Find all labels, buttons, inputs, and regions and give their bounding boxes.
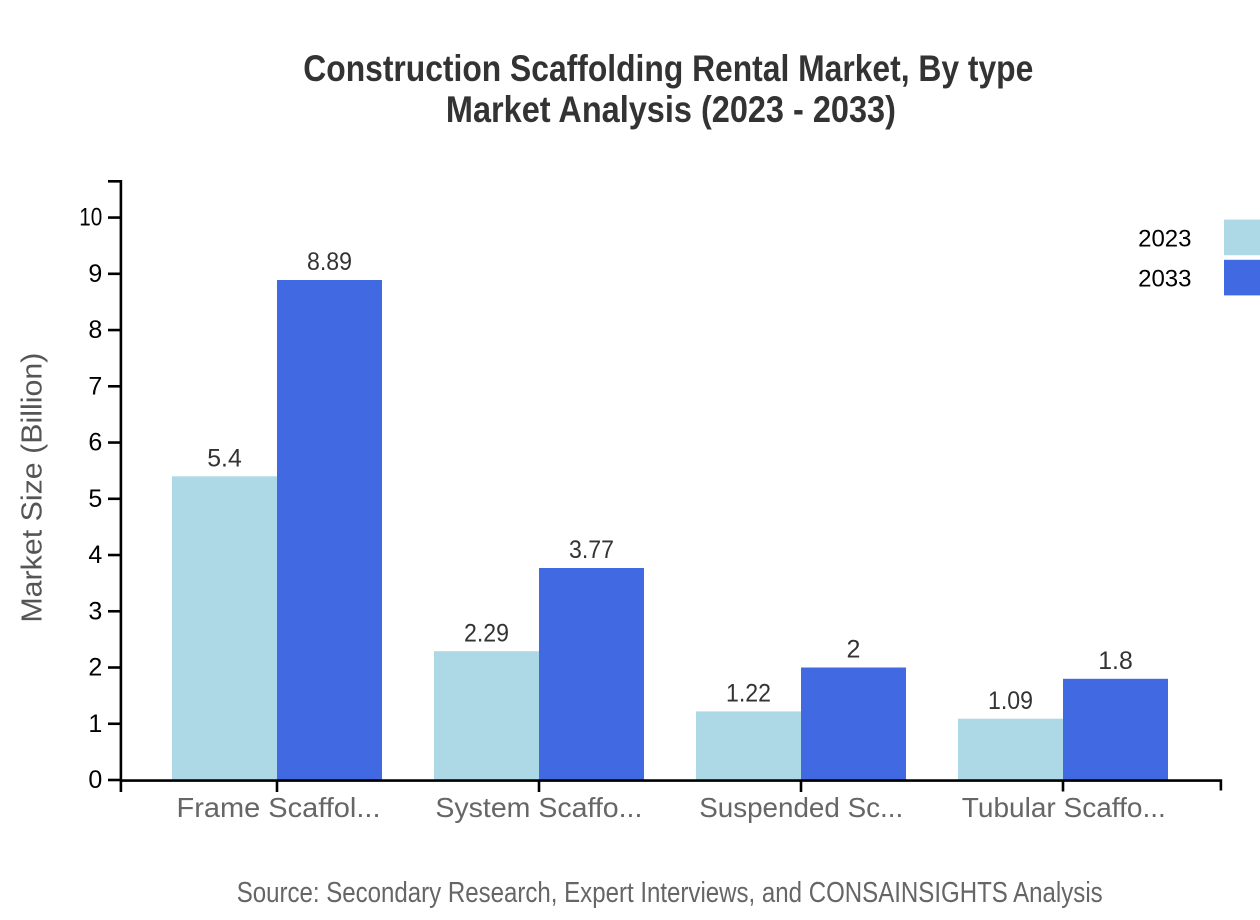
svg-text:Construction Scaffolding Renta: Construction Scaffolding Rental Market, …	[303, 48, 1033, 89]
svg-text:4: 4	[88, 541, 102, 569]
svg-text:7: 7	[88, 372, 102, 400]
svg-text:8: 8	[88, 316, 102, 344]
svg-text:6: 6	[88, 429, 102, 457]
svg-text:System Scaffo...: System Scaffo...	[435, 792, 642, 823]
svg-text:2023: 2023	[1138, 226, 1191, 253]
svg-text:10: 10	[79, 204, 102, 232]
svg-text:3: 3	[88, 597, 102, 625]
svg-text:Tubular Scaffo...: Tubular Scaffo...	[962, 792, 1166, 823]
svg-text:5: 5	[88, 485, 102, 513]
svg-text:Suspended Sc...: Suspended Sc...	[699, 792, 903, 823]
svg-text:Frame Scaffol...: Frame Scaffol...	[177, 792, 381, 823]
svg-text:2.29: 2.29	[464, 619, 509, 647]
svg-text:2: 2	[88, 654, 102, 682]
svg-text:0: 0	[88, 766, 102, 794]
svg-text:2: 2	[847, 636, 861, 664]
svg-text:1.09: 1.09	[988, 687, 1033, 715]
svg-text:9: 9	[88, 260, 102, 288]
svg-text:3.77: 3.77	[569, 536, 614, 564]
svg-text:8.89: 8.89	[307, 248, 352, 276]
svg-text:Market Analysis (2023 - 2033): Market Analysis (2023 - 2033)	[446, 89, 896, 130]
svg-text:2033: 2033	[1138, 266, 1191, 293]
svg-text:Market Size (Billion): Market Size (Billion)	[16, 353, 48, 623]
svg-text:1.22: 1.22	[726, 680, 771, 708]
svg-text:1.8: 1.8	[1098, 647, 1133, 675]
svg-text:5.4: 5.4	[207, 445, 242, 473]
svg-text:1: 1	[88, 710, 102, 738]
svg-text:Source: Secondary Research, Ex: Source: Secondary Research, Expert Inter…	[237, 877, 1103, 909]
